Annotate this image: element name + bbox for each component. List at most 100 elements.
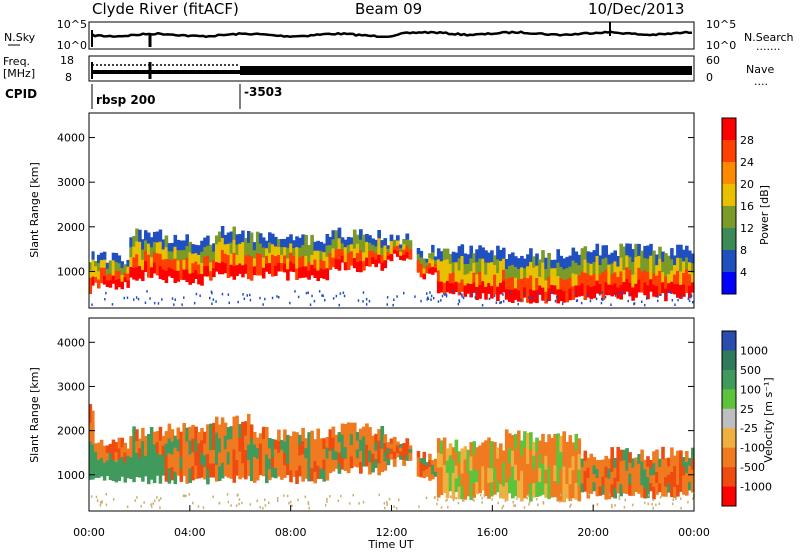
- range-gate-cell: [402, 448, 406, 455]
- range-gate-cell: [223, 462, 228, 477]
- range-gate-cell: [392, 451, 397, 460]
- clutter-cell: [212, 495, 214, 499]
- range-gate-cell: [448, 443, 453, 456]
- range-gate-cell: [255, 448, 260, 460]
- range-gate-cell: [652, 284, 656, 297]
- clutter-cell: [259, 296, 261, 300]
- range-gate-cell: [484, 250, 488, 264]
- range-gate-cell: [655, 460, 659, 473]
- range-gate-cell: [604, 455, 608, 468]
- colorbar-tick-label: 20: [740, 178, 754, 191]
- range-gate-cell: [616, 458, 620, 471]
- range-gate-cell: [442, 271, 447, 284]
- clutter-cell: [656, 295, 659, 298]
- range-gate-cell: [562, 466, 566, 485]
- range-gate-cell: [206, 468, 210, 485]
- range-gate-cell: [173, 270, 178, 283]
- range-gate-cell: [529, 289, 533, 304]
- clutter-cell: [633, 302, 635, 306]
- range-gate-cell: [307, 245, 311, 255]
- range-gate-cell: [520, 255, 524, 268]
- range-gate-cell: [511, 466, 515, 483]
- clutter-cell: [228, 301, 230, 305]
- clutter-cell: [135, 296, 138, 299]
- range-gate-cell: [97, 271, 101, 281]
- range-gate-cell: [434, 260, 438, 265]
- range-gate-cell: [91, 427, 95, 446]
- range-gate-cell: [307, 444, 311, 458]
- colorbar-tick-label: 8: [740, 244, 747, 257]
- range-gate-cell: [496, 458, 500, 471]
- range-gate-cell: [484, 481, 488, 497]
- range-gate-cell: [405, 449, 410, 456]
- range-gate-cell: [252, 242, 257, 251]
- range-gate-cell: [383, 238, 388, 247]
- range-gate-cell: [475, 286, 479, 300]
- range-gate-cell: [661, 282, 665, 294]
- range-gate-cell: [261, 426, 266, 440]
- range-gate-cell: [580, 483, 585, 493]
- range-gate-cell: [307, 262, 311, 272]
- range-gate-cell: [553, 276, 557, 286]
- clutter-cell: [318, 290, 321, 293]
- range-gate-cell: [164, 468, 169, 482]
- clutter-cell: [326, 500, 328, 503]
- clutter-cell: [445, 293, 448, 296]
- range-gate-cell: [526, 278, 530, 291]
- range-gate-cell: [667, 274, 671, 284]
- range-gate-cell: [670, 259, 674, 272]
- range-gate-cell: [161, 455, 166, 466]
- nsky-label: N.Sky: [4, 31, 36, 44]
- range-gate-cell: [371, 444, 375, 455]
- range-gate-cell: [123, 472, 127, 483]
- range-gate-cell: [436, 438, 441, 454]
- range-gate-cell: [203, 247, 207, 258]
- range-gate-cell: [304, 245, 308, 257]
- range-gate-cell: [487, 262, 491, 274]
- range-gate-cell: [419, 458, 424, 464]
- range-gate-cell: [682, 249, 686, 262]
- clutter-cell: [343, 294, 346, 298]
- range-gate-cell: [108, 443, 113, 454]
- range-gate-cell: [499, 282, 503, 295]
- range-gate-cell: [238, 263, 242, 274]
- range-gate-cell: [550, 482, 554, 498]
- clutter-cell: [437, 498, 439, 501]
- range-gate-cell: [553, 285, 557, 295]
- range-gate-cell: [126, 463, 130, 471]
- range-gate-cell: [265, 440, 269, 456]
- freq-left-tick-top: 18: [60, 54, 74, 67]
- range-gate-cell: [365, 241, 369, 251]
- range-gate-cell: [149, 237, 154, 248]
- range-gate-cell: [220, 226, 225, 239]
- range-gate-cell: [209, 271, 213, 281]
- range-gate-cell: [502, 462, 506, 475]
- range-gate-cell: [277, 247, 281, 256]
- range-gate-cell: [460, 448, 465, 462]
- range-gate-cell: [244, 464, 248, 480]
- range-gate-cell: [229, 253, 234, 266]
- range-gate-cell: [466, 264, 471, 275]
- range-gate-cell: [295, 470, 299, 484]
- range-gate-cell: [97, 279, 101, 289]
- range-gate-cell: [613, 283, 617, 295]
- range-gate-cell: [422, 268, 426, 275]
- range-gate-cell: [469, 456, 473, 472]
- range-gate-cell: [322, 269, 326, 279]
- range-gate-cell: [565, 279, 569, 292]
- range-gate-cell: [271, 254, 275, 266]
- range-gate-cell: [200, 240, 204, 253]
- range-gate-cell: [365, 234, 369, 243]
- range-gate-cell: [571, 273, 576, 287]
- range-gate-cell: [386, 459, 391, 466]
- clutter-cell: [687, 297, 690, 300]
- clutter-cell: [339, 292, 342, 295]
- range-gate-cell: [592, 465, 597, 475]
- range-gate-cell: [194, 244, 198, 254]
- clutter-cell: [526, 497, 528, 500]
- range-gate-cell: [377, 463, 381, 476]
- range-gate-cell: [565, 484, 569, 499]
- range-gate-cell: [331, 437, 336, 450]
- range-gate-cell: [535, 278, 539, 291]
- range-gate-cell: [144, 445, 148, 457]
